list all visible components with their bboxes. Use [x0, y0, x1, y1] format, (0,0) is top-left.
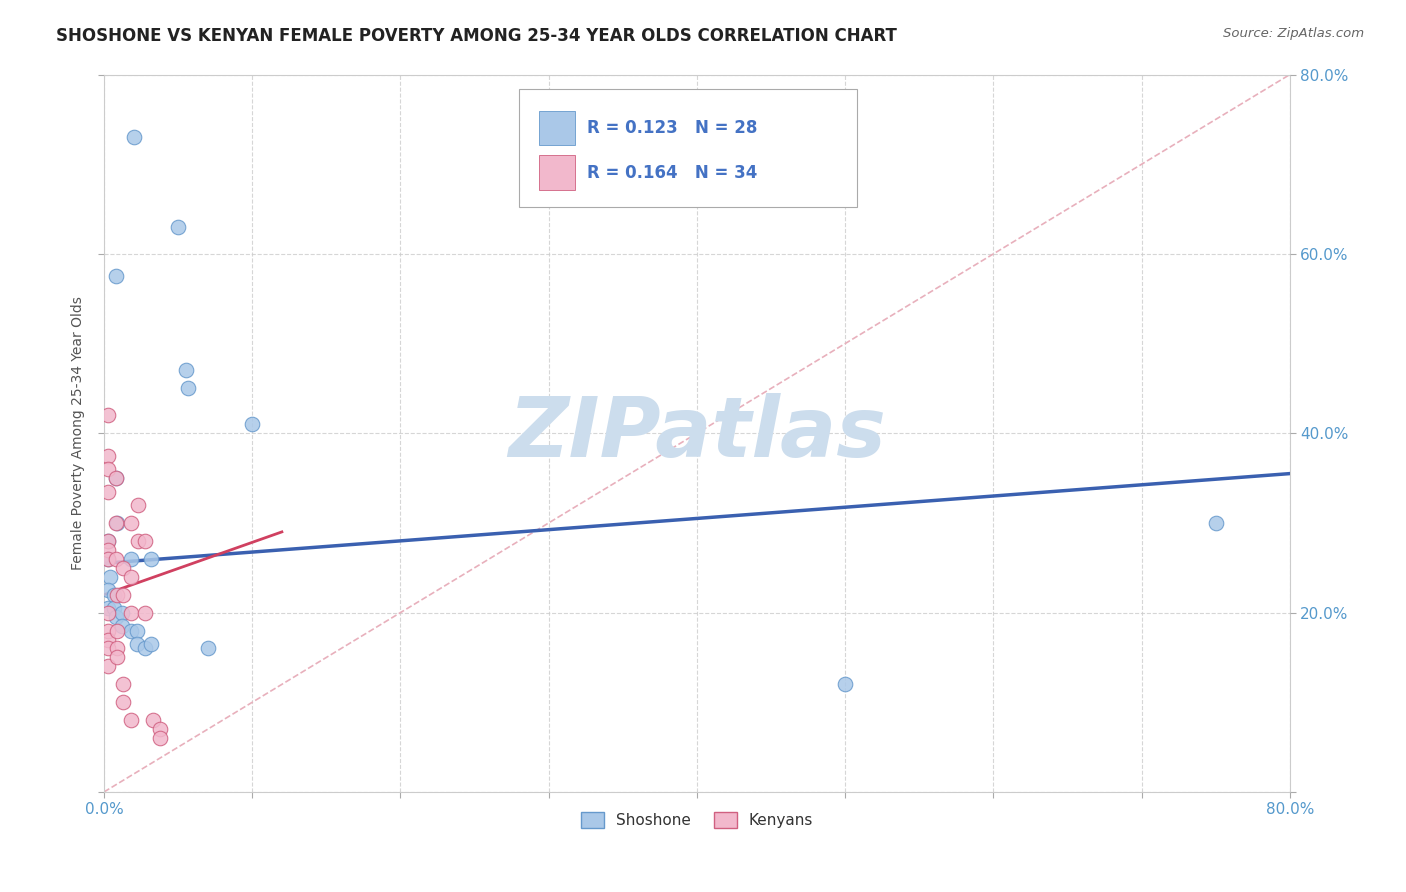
- Point: [149, 722, 172, 736]
- Point: [120, 551, 142, 566]
- Point: [134, 533, 156, 548]
- FancyBboxPatch shape: [540, 111, 575, 145]
- Point: [177, 381, 200, 395]
- Point: [174, 363, 197, 377]
- Text: SHOSHONE VS KENYAN FEMALE POVERTY AMONG 25-34 YEAR OLDS CORRELATION CHART: SHOSHONE VS KENYAN FEMALE POVERTY AMONG …: [56, 27, 897, 45]
- Text: R = 0.123   N = 28: R = 0.123 N = 28: [586, 119, 756, 137]
- Point: [97, 551, 120, 566]
- Point: [112, 588, 135, 602]
- Point: [111, 619, 134, 633]
- Legend: Shoshone, Kenyans: Shoshone, Kenyans: [575, 806, 820, 835]
- Point: [105, 516, 128, 530]
- Point: [105, 641, 128, 656]
- Point: [105, 588, 128, 602]
- Point: [97, 542, 120, 557]
- Point: [104, 471, 127, 485]
- Point: [97, 533, 120, 548]
- FancyBboxPatch shape: [519, 89, 858, 207]
- Point: [105, 624, 128, 638]
- Point: [97, 449, 120, 463]
- Point: [97, 632, 120, 647]
- FancyBboxPatch shape: [540, 155, 575, 190]
- Point: [98, 570, 121, 584]
- Point: [104, 610, 127, 624]
- Text: ZIPatlas: ZIPatlas: [508, 392, 886, 474]
- Text: Source: ZipAtlas.com: Source: ZipAtlas.com: [1223, 27, 1364, 40]
- Point: [120, 606, 142, 620]
- Point: [104, 471, 127, 485]
- Point: [125, 637, 148, 651]
- Point: [197, 641, 219, 656]
- Point: [97, 484, 120, 499]
- Point: [104, 516, 127, 530]
- Point: [112, 677, 135, 691]
- Point: [97, 606, 120, 620]
- Point: [112, 561, 135, 575]
- Text: R = 0.164   N = 34: R = 0.164 N = 34: [586, 163, 756, 182]
- Point: [103, 588, 125, 602]
- Point: [120, 713, 142, 727]
- Point: [134, 606, 156, 620]
- Point: [97, 641, 120, 656]
- Point: [120, 516, 142, 530]
- Point: [97, 533, 120, 548]
- Point: [141, 551, 163, 566]
- Point: [97, 551, 120, 566]
- Point: [167, 219, 190, 234]
- Point: [105, 650, 128, 665]
- Point: [240, 417, 263, 432]
- Point: [149, 731, 172, 746]
- Point: [112, 695, 135, 709]
- Point: [120, 624, 142, 638]
- Point: [97, 624, 120, 638]
- Point: [111, 606, 134, 620]
- Point: [1205, 516, 1227, 530]
- Point: [127, 498, 149, 512]
- Point: [134, 641, 156, 656]
- Point: [103, 601, 125, 615]
- Point: [104, 551, 127, 566]
- Point: [142, 713, 165, 727]
- Point: [120, 570, 142, 584]
- Point: [127, 533, 149, 548]
- Point: [97, 462, 120, 476]
- Point: [97, 409, 120, 423]
- Y-axis label: Female Poverty Among 25-34 Year Olds: Female Poverty Among 25-34 Year Olds: [72, 296, 86, 570]
- Point: [104, 269, 127, 284]
- Point: [141, 637, 163, 651]
- Point: [97, 583, 120, 598]
- Point: [834, 677, 856, 691]
- Point: [97, 659, 120, 673]
- Point: [125, 624, 148, 638]
- Point: [122, 130, 145, 145]
- Point: [97, 601, 120, 615]
